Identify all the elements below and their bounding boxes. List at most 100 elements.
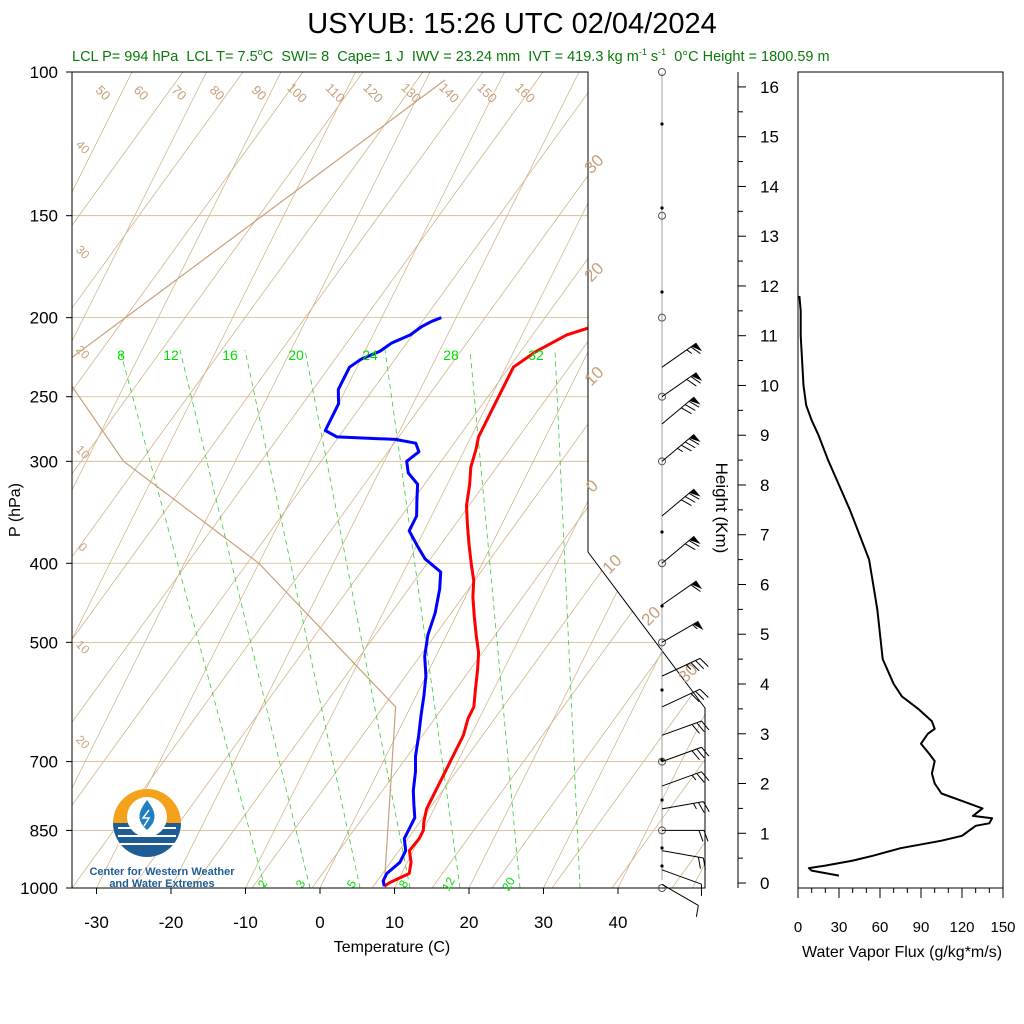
wind-level-marker [658,457,666,466]
wind-barb [661,620,704,643]
dry-adiabat-line [311,72,705,888]
isotherm-label: 150 [474,80,500,106]
lcl-temperature: LCL T= 7.5oC [186,47,274,65]
dry-adiabat-line [431,72,705,888]
skewt-plot-area [72,32,1024,888]
mixing-ratio-line [179,349,311,888]
isotherm-label: 60 [131,82,152,103]
isotherm-line [310,72,705,888]
cw3e-logo [113,789,181,857]
wind-level-marker [658,313,666,322]
wind-dot [660,290,664,294]
y-tick-label: 850 [30,821,58,840]
height-tick-label: 15 [760,128,779,147]
wind-barb [661,580,703,606]
y-tick-label: 250 [30,388,58,407]
wind-level-marker [658,211,666,220]
height-tick-label: 16 [760,78,779,97]
mixing-ratio-label: 32 [528,347,544,363]
wind-level-marker [658,559,666,568]
flux-x-tick-label: 0 [794,919,802,936]
dry-adiabat-line [72,72,513,888]
isotherm-label: 90 [249,82,270,103]
dry-adiabat-label: 10 [73,442,93,462]
wind-barb [661,396,701,425]
moist-adiabat-label: 0 [582,476,602,496]
wind-barb [661,535,701,564]
wind-barb [661,433,701,462]
isotherm-line [72,72,450,888]
wind-barb [661,850,706,870]
wind-barb [662,829,709,842]
mixing-ratio-line [554,349,581,888]
dry-adiabat-line [72,72,453,888]
dry-adiabat-line [251,72,705,888]
dry-adiabat-line [72,72,333,888]
iwv-value: IWV = 23.24 mm [411,48,521,65]
dry-adiabat-line [852,32,1024,888]
wind-barb [661,884,699,918]
wind-level-marker [658,392,666,401]
x-axis-label: Temperature (C) [334,939,450,956]
wind-dot [660,206,664,210]
isotherm-line [72,72,226,888]
zero-degree-height: 0°C Height = 1800.59 m [674,48,830,65]
wind-dot [660,530,664,534]
wind-barb [661,688,709,708]
y-tick-label: 1000 [20,879,58,898]
isotherm-line [683,72,705,888]
mixing-ratio-label: 16 [222,347,238,363]
wind-barb [661,801,710,813]
flux-frame [797,71,1004,889]
x-tick-label: 30 [534,913,553,932]
logo-drop-icon [139,800,155,830]
dry-adiabat-label: 0 [76,540,91,555]
skewt-frame [71,71,706,889]
isotherm-line [608,72,705,888]
logo-bolt-icon [141,809,151,827]
parcel-path [72,79,446,887]
dry-adiabat-line [912,32,1024,888]
isotherm-line [72,72,375,888]
dry-adiabat-label: 30 [73,242,93,262]
dry-adiabat-line [611,72,705,888]
flux-line [798,295,994,877]
dry-adiabat-line [72,72,273,888]
mixing-ratio-label: 20 [499,874,518,893]
wind-barb [661,746,710,763]
mixing-ratio-label: 24 [362,347,378,363]
height-tick-label: 14 [760,177,779,196]
isotherm-label: 50 [93,82,114,103]
lcl-pressure: LCL P= 994 hPa [72,48,179,65]
wind-dot [660,864,664,868]
wind-dot [660,846,664,850]
wind-level-marker [658,757,666,766]
y-tick-label: 300 [30,452,58,471]
wind-level-marker [658,68,666,76]
height-tick-label: 0 [760,874,769,893]
cape-value: Cape= 1 J [337,48,404,65]
moist-adiabat-label: 20 [638,603,665,630]
dry-adiabat-line [72,72,633,888]
moist-adiabat-label: 10 [581,363,608,390]
isotherm-label: 70 [169,82,190,103]
dry-adiabat-line [191,72,705,888]
x-tick-label: 0 [315,913,324,932]
wind-barb [661,372,703,398]
mixing-ratio-label: 20 [288,347,304,363]
dry-adiabat-line [491,72,705,888]
isotherm-label: 110 [323,80,348,105]
dry-adiabat-line [671,72,705,888]
flux-x-axis-label: Water Vapor Flux (g/kg*m/s) [802,944,1002,961]
y-tick-label: 500 [30,633,58,652]
x-tick-label: 20 [460,913,479,932]
height-tick-label: 12 [760,277,779,296]
x-tick-label: -20 [159,913,184,932]
height-axis-label: Height (Km) [712,463,731,554]
wind-dot [660,798,664,802]
isotherm-line [87,72,524,888]
wind-dot [660,688,664,692]
height-tick-label: 11 [760,327,778,346]
flux-x-tick-label: 90 [913,919,930,936]
mixing-ratio-label: 28 [443,347,459,363]
